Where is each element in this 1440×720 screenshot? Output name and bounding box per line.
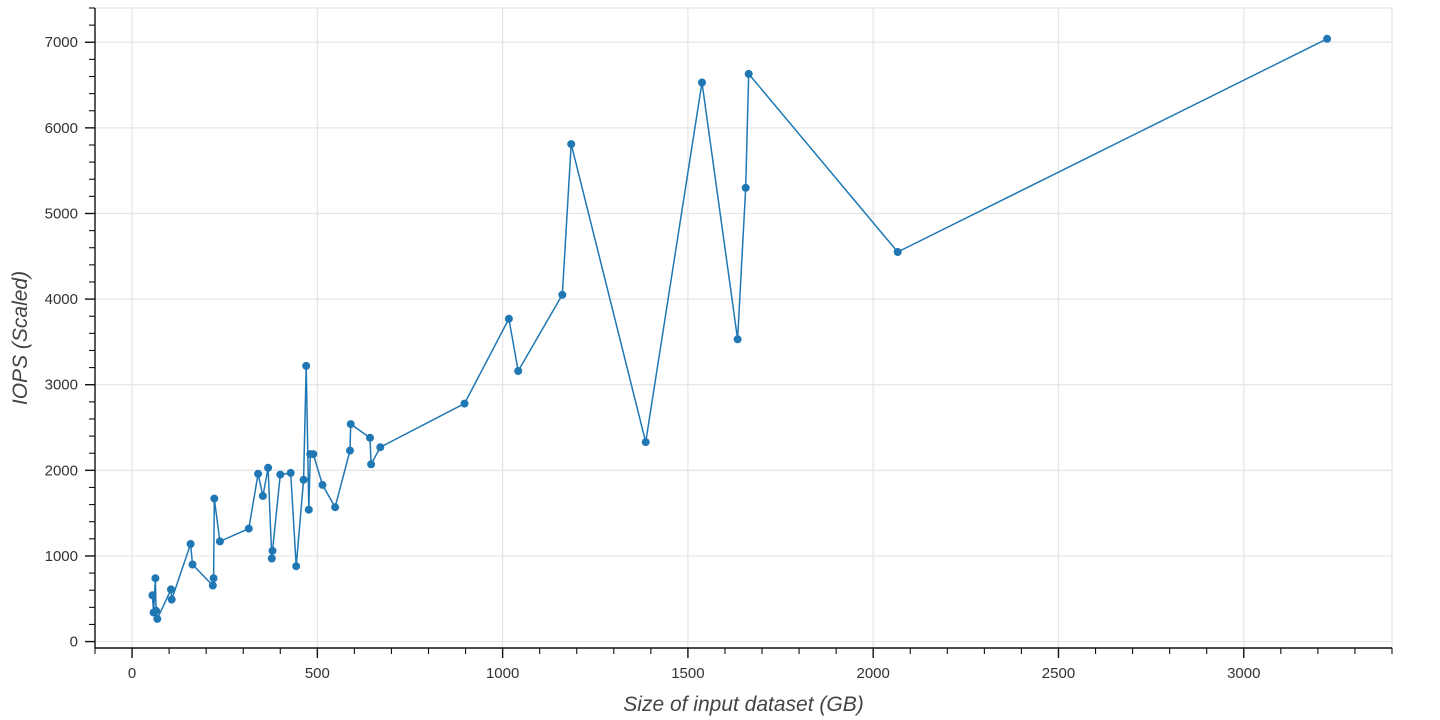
data-point xyxy=(302,361,311,370)
x-tick-label: 500 xyxy=(305,665,330,682)
data-point xyxy=(258,492,267,500)
data-point xyxy=(376,443,385,452)
y-tick-label: 1000 xyxy=(45,548,78,565)
x-tick-label: 3000 xyxy=(1227,665,1260,682)
data-point xyxy=(276,470,285,479)
x-tick-label: 2000 xyxy=(857,665,890,682)
x-tick-label: 0 xyxy=(128,665,136,682)
data-point xyxy=(893,248,902,256)
data-point xyxy=(331,503,340,512)
data-point xyxy=(346,420,355,429)
y-axis-title: IOPS (Scaled) xyxy=(9,271,32,405)
data-point xyxy=(188,560,197,569)
data-point xyxy=(186,540,195,548)
grid xyxy=(95,7,1393,648)
data-point xyxy=(741,183,750,192)
data-point xyxy=(254,469,263,478)
data-point xyxy=(152,606,161,615)
y-tick-label: 6000 xyxy=(45,120,78,137)
series-line xyxy=(151,38,1328,622)
data-point xyxy=(1323,34,1332,43)
y-tick-label: 7000 xyxy=(45,34,78,51)
data-point xyxy=(264,463,273,472)
x-axis-title: Size of input dataset (GB) xyxy=(623,693,863,716)
data-point xyxy=(641,438,650,447)
data-point xyxy=(558,290,567,299)
data-point xyxy=(304,505,313,514)
data-point xyxy=(209,574,218,583)
data-point xyxy=(286,468,295,477)
data-point xyxy=(167,595,176,604)
data-point xyxy=(733,335,742,344)
data-point xyxy=(366,433,374,442)
data-point xyxy=(148,591,157,600)
data-point xyxy=(514,367,523,375)
data-point xyxy=(309,450,318,459)
axes: 0 500 1000 1500 2000 2500 3000 0 1000 2000 3000 400… xyxy=(45,7,1393,682)
data-point xyxy=(299,475,308,484)
data-point xyxy=(268,546,277,555)
y-tick-label: 0 xyxy=(70,634,78,651)
data-point xyxy=(215,537,224,546)
data-point xyxy=(460,399,469,408)
data-point xyxy=(504,314,513,323)
y-tick-label: 3000 xyxy=(45,377,78,394)
x-tick-label: 1500 xyxy=(671,665,704,682)
data-point xyxy=(210,494,219,503)
data-point xyxy=(698,78,706,87)
data-point xyxy=(567,140,576,149)
data-point xyxy=(744,69,753,78)
data-point xyxy=(318,480,327,489)
data-point xyxy=(292,562,301,571)
y-tick-label: 5000 xyxy=(45,205,78,222)
y-tick-label: 4000 xyxy=(45,291,78,308)
x-tick-label: 2500 xyxy=(1042,665,1075,682)
x-tick-label: 1000 xyxy=(486,665,519,682)
series-layer xyxy=(148,34,1332,623)
data-point xyxy=(151,574,160,583)
data-point xyxy=(346,446,354,455)
data-point xyxy=(267,554,276,563)
data-point xyxy=(208,581,217,590)
data-point xyxy=(167,585,175,594)
data-point xyxy=(244,524,253,533)
y-tick-label: 2000 xyxy=(45,462,78,479)
data-point xyxy=(367,460,376,469)
data-point xyxy=(153,614,162,623)
